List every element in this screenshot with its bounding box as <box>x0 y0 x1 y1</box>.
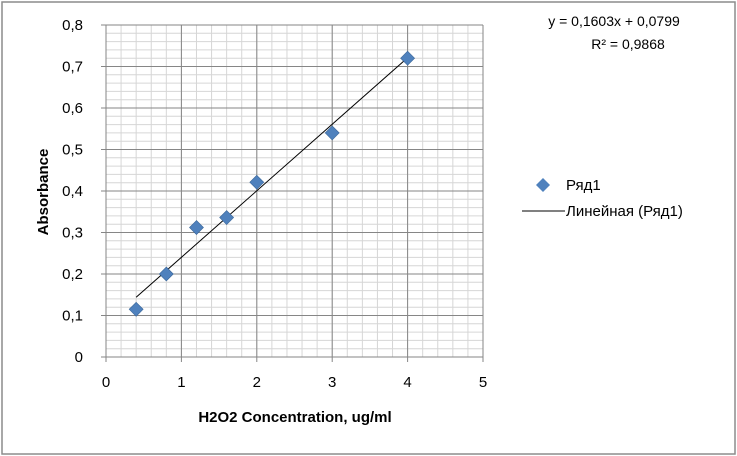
legend-trendline-label: Линейная (Ряд1) <box>566 203 683 220</box>
x-tick-label: 3 <box>328 374 336 391</box>
y-tick-label: 0 <box>75 349 83 366</box>
x-tick-label: 2 <box>253 374 261 391</box>
tick-labels: 0 1 2 3 4 5 0 0,1 0,2 0,3 0,4 0,5 0,6 0,7 0,8 <box>62 17 487 391</box>
data-point-marker <box>324 125 340 141</box>
y-tick-label: 0,5 <box>62 142 83 159</box>
y-tick-label: 0,7 <box>62 59 83 76</box>
x-tick-label: 1 <box>177 374 185 391</box>
y-tick-label: 0,3 <box>62 225 83 242</box>
x-tick-label: 0 <box>102 374 110 391</box>
data-point-marker <box>158 266 174 282</box>
data-point-marker <box>189 220 204 235</box>
legend-series-label: Ряд1 <box>566 177 601 194</box>
y-tick-label: 0,4 <box>62 183 83 200</box>
x-tick-label: 5 <box>479 374 487 391</box>
y-tick-label: 0,1 <box>62 308 83 325</box>
x-tick-label: 4 <box>403 374 411 391</box>
x-axis-title: H2O2 Concentration, ug/ml <box>198 409 391 426</box>
data-point-marker <box>219 210 235 225</box>
y-tick-label: 0,2 <box>62 266 83 283</box>
data-point-marker <box>400 50 416 66</box>
trendline <box>135 57 408 298</box>
trendline-path <box>135 57 408 298</box>
y-tick-label: 0,6 <box>62 100 83 117</box>
y-tick-label: 0,8 <box>62 17 83 34</box>
data-points <box>128 50 416 317</box>
grid <box>106 24 484 357</box>
data-point-marker <box>249 174 265 190</box>
legend: Ряд1 Линейная (Ряд1) <box>522 177 683 220</box>
axes <box>101 24 484 362</box>
trendline-equation: y = 0,1603x + 0,0799 <box>548 13 680 29</box>
data-point-marker <box>128 301 144 317</box>
legend-marker-icon <box>536 178 550 192</box>
trendline-r-squared: R² = 0,9868 <box>591 36 665 52</box>
y-axis-title: Absorbance <box>35 149 52 236</box>
